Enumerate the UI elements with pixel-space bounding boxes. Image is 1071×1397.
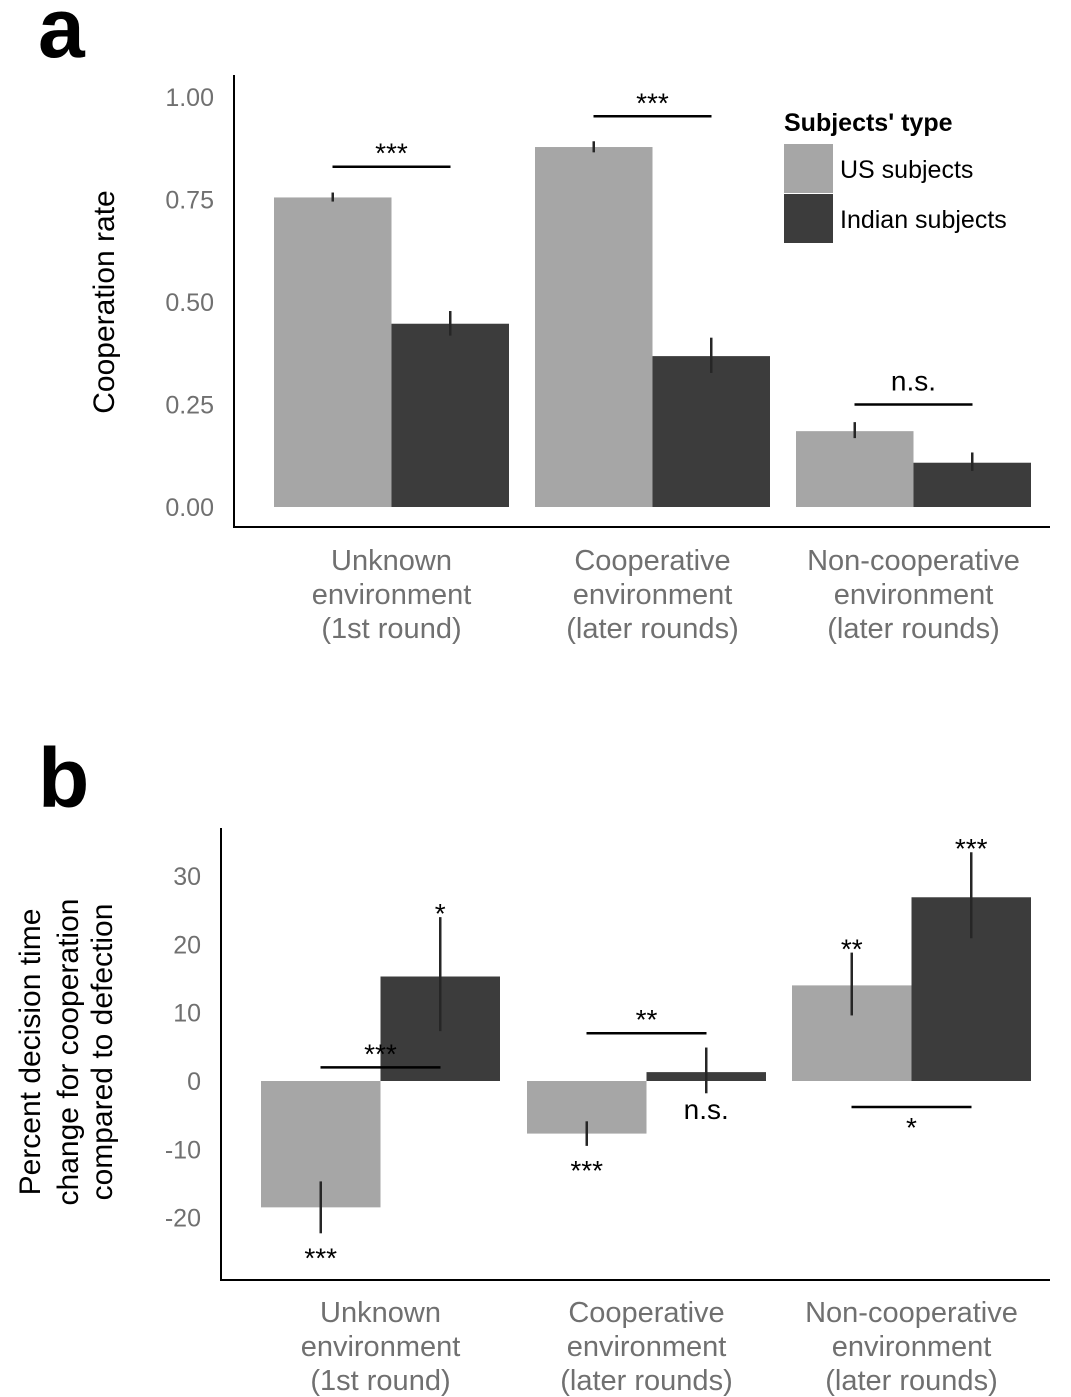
y-tick-label: 0.50 — [165, 289, 214, 317]
category-label: (later rounds) — [825, 1365, 997, 1397]
category-label: (1st round) — [321, 613, 461, 645]
legend-label-us: US subjects — [840, 156, 973, 184]
panel-b-y-axis-label-line2: change for cooperation — [52, 899, 85, 1206]
category-label: environment — [573, 579, 733, 611]
y-tick-label: 0 — [187, 1068, 201, 1096]
panel-b: b Percent decision time change for coope… — [14, 731, 1050, 1397]
comparison-label: *** — [636, 87, 669, 118]
bar-us — [535, 147, 653, 507]
y-tick-label: 0.25 — [165, 392, 214, 420]
y-tick-label: 20 — [173, 931, 201, 959]
category-label: (later rounds) — [827, 613, 999, 645]
panel-b-letter: b — [38, 731, 89, 825]
y-tick-label: -10 — [165, 1136, 201, 1164]
bar-significance-label: ** — [841, 934, 863, 965]
category-label: environment — [312, 579, 472, 611]
category-label: Cooperative — [568, 1297, 724, 1329]
category-label: (later rounds) — [560, 1365, 732, 1397]
comparison-label: ** — [636, 1004, 658, 1035]
category-label: Unknown — [331, 545, 452, 577]
panel-a-error-bars — [331, 141, 974, 471]
bar-significance-label: n.s. — [684, 1094, 729, 1125]
bar-indian — [652, 356, 770, 507]
bar-significance-label: * — [435, 898, 446, 929]
panel-b-error-bars — [319, 852, 973, 1234]
panel-a-comparisons: *** *** n.s. — [332, 87, 973, 406]
panel-b-bars — [261, 897, 1031, 1208]
category-label: Non-cooperative — [805, 1297, 1018, 1329]
bar-significance-label: *** — [570, 1155, 603, 1186]
legend-swatch-us — [784, 144, 833, 193]
bar-us — [796, 431, 914, 507]
category-label: Cooperative — [574, 545, 730, 577]
panel-a-y-axis-label: Cooperation rate — [88, 190, 121, 413]
y-tick-label: 10 — [173, 1000, 201, 1028]
category-label: (1st round) — [310, 1365, 450, 1397]
category-label: Unknown — [320, 1297, 441, 1329]
bar-us — [274, 197, 392, 507]
legend-swatch-indian — [784, 194, 833, 243]
panel-a: a Cooperation rate 1.000.750.500.250.00 … — [38, 0, 1050, 645]
panel-a-y-ticks: 1.00 0.75 0.50 0.25 0.00 — [165, 84, 214, 522]
legend-label-indian: Indian subjects — [840, 206, 1007, 234]
comparison-label: * — [906, 1112, 917, 1143]
bar-significance-label: *** — [304, 1242, 337, 1273]
bar-indian — [391, 323, 509, 507]
bar-significance-label: *** — [955, 833, 988, 864]
category-label: environment — [832, 1331, 992, 1363]
y-tick-label: -20 — [165, 1205, 201, 1233]
legend-title: Subjects' type — [784, 109, 953, 137]
comparison-label: *** — [364, 1038, 397, 1069]
panel-a-letter: a — [38, 0, 86, 75]
y-tick-label: 0.75 — [165, 187, 214, 215]
y-tick-label: 1.00 — [165, 84, 214, 112]
panel-b-y-axis-label-line3: compared to defection — [86, 904, 119, 1201]
panel-a-bars — [274, 147, 1031, 507]
y-tick-label: 30 — [173, 863, 201, 891]
category-label: environment — [301, 1331, 461, 1363]
y-tick-label: 0.00 — [165, 494, 214, 522]
category-label: environment — [834, 579, 994, 611]
comparison-label: n.s. — [891, 366, 936, 397]
panel-b-comparisons: ****** — [320, 1004, 972, 1143]
legend: Subjects' type US subjects Indian subjec… — [784, 109, 1007, 243]
comparison-label: *** — [375, 138, 408, 169]
panel-b-y-ticks: 30 20 10 0 -10 -20 — [165, 863, 201, 1233]
panel-b-bar-labels: *********n.s.*** — [304, 833, 987, 1273]
category-label: Non-cooperative — [807, 545, 1020, 577]
panel-b-y-axis-label-line1: Percent decision time — [14, 909, 47, 1196]
category-label: (later rounds) — [566, 613, 738, 645]
category-label: environment — [567, 1331, 727, 1363]
